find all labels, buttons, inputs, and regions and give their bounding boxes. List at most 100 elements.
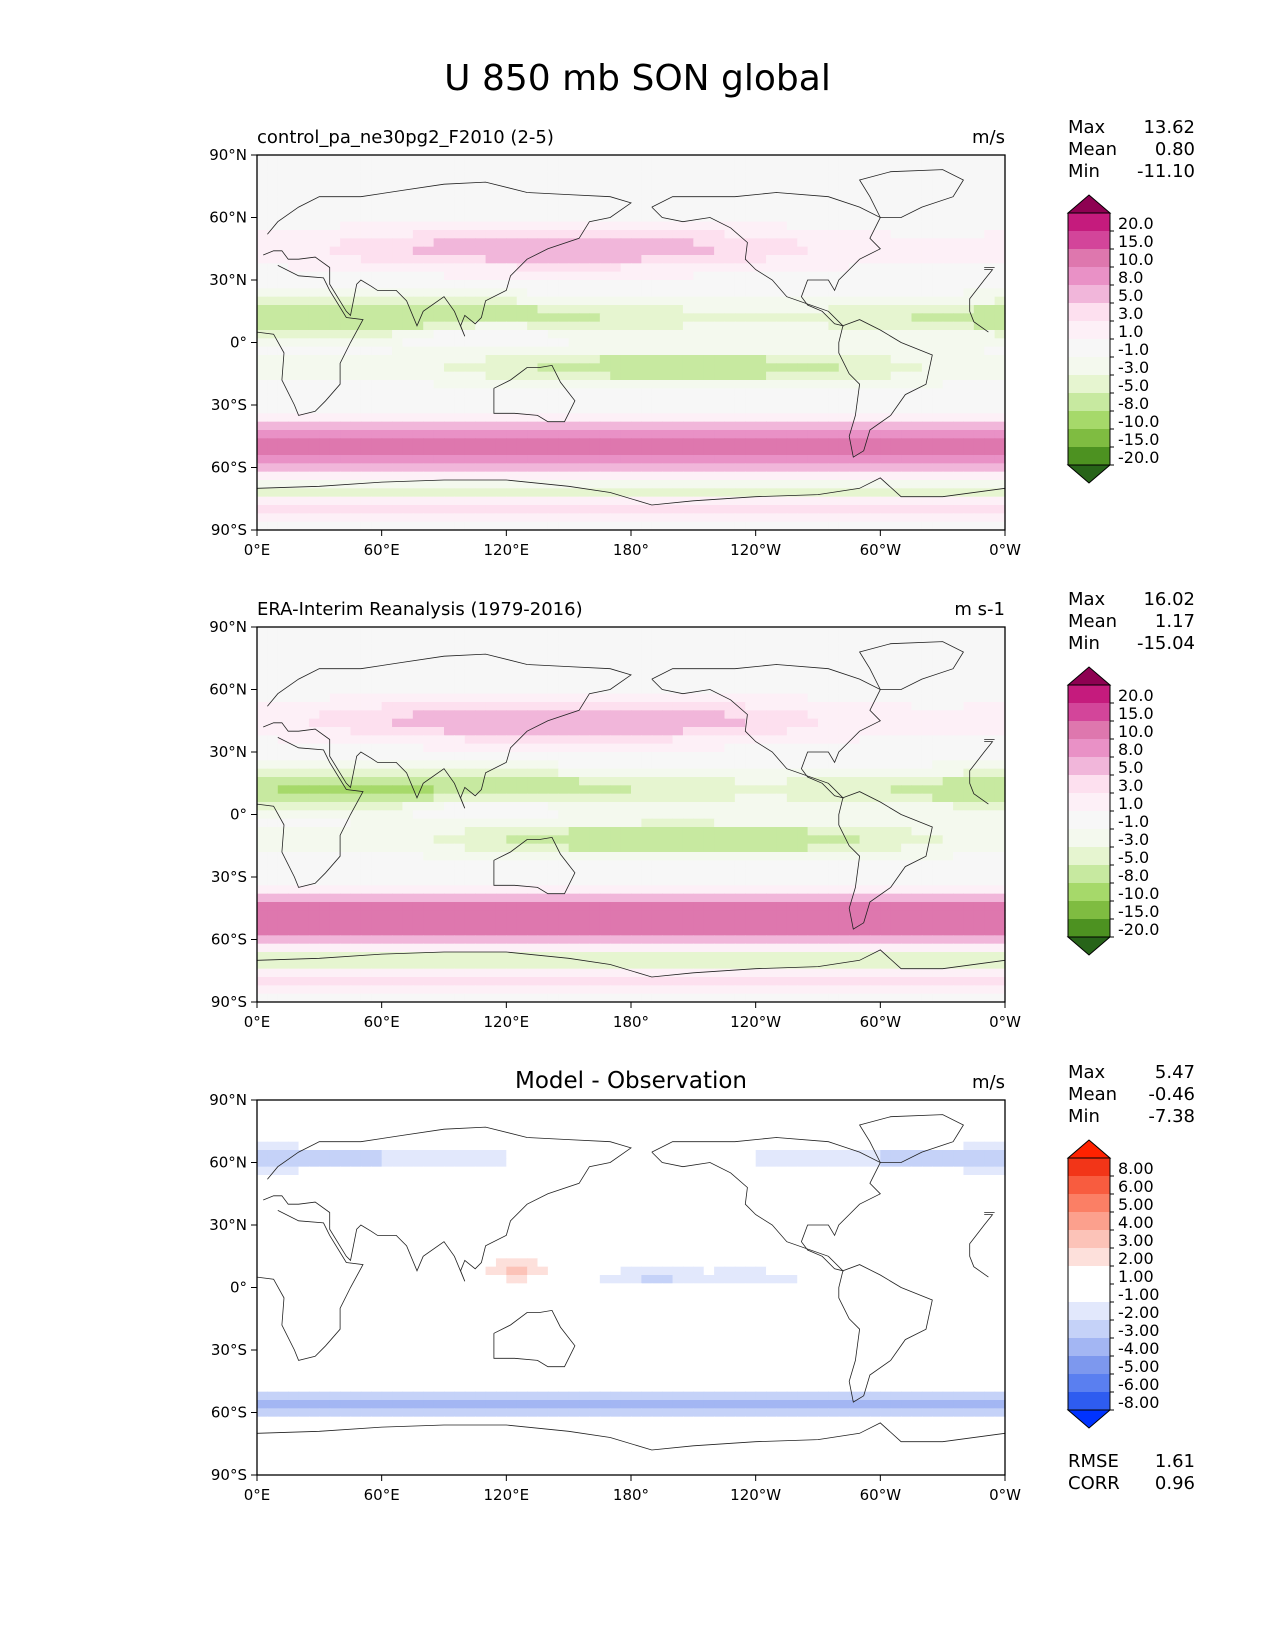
field-cell [610,668,622,678]
field-cell [963,685,975,695]
field-cell [381,430,393,439]
field-cell [444,280,455,289]
field-cell [901,296,913,306]
field-cell [807,760,819,770]
field-cell [734,685,746,695]
field-cell [371,288,383,298]
field-cell [308,455,320,464]
field-cell [745,371,757,381]
field-cell [745,438,757,448]
field-cell [953,280,965,289]
field-cell [953,668,965,678]
field-cell [298,505,310,514]
field-cell [994,221,1006,231]
field-cell [766,355,778,364]
field-cell [506,455,518,464]
field-cell [568,221,580,231]
field-cell [568,321,580,331]
field-cell [527,685,539,695]
field-cell [485,785,497,795]
field-cell [308,288,320,298]
field-cell [994,438,1006,448]
field-cell [527,668,539,678]
field-cell [973,463,985,473]
field-cell [610,288,622,298]
field-cell [828,171,840,181]
field-cell [257,405,268,414]
field-cell [651,446,663,456]
field-cell [651,802,663,811]
field-cell [849,627,861,636]
field-cell [984,330,996,339]
field-cell [589,346,601,356]
field-cell [807,777,819,786]
field-cell [381,396,393,406]
field-cell [880,438,892,448]
field-cell [475,455,487,464]
field-cell [267,263,279,273]
field-cell [568,710,580,720]
field-cell [776,288,788,298]
field-cell [589,238,601,248]
field-cell [537,421,549,431]
field-cell [672,388,684,398]
field-cell [350,296,362,306]
field-cell [558,271,570,281]
field-cell [973,305,985,314]
field-cell [350,330,362,339]
field-cell [641,430,653,439]
field-cell [308,405,320,414]
field-cell [527,246,539,256]
field-cell [475,346,487,356]
field-cell [724,421,736,431]
field-cell [797,480,809,489]
field-cell [340,163,352,173]
field-cell [329,330,341,339]
field-cell [360,660,372,670]
field-cell [402,438,414,448]
field-cell [599,405,611,414]
field-cell [589,371,601,381]
field-cell [454,346,466,356]
field-cell [579,802,591,811]
field-cell [921,627,933,636]
field-cell [610,355,622,364]
field-cell [953,371,965,381]
field-cell [412,405,424,414]
field-cell [838,171,850,181]
field-cell [942,330,954,339]
field-cell [921,155,933,164]
field-cell [641,371,653,381]
field-cell [641,388,653,398]
field-cell [651,793,663,803]
field-cell [319,785,331,795]
field-cell [776,785,788,795]
field-cell [506,155,518,164]
field-cell [651,702,663,711]
x-tick-label: 60°E [364,541,400,559]
field-cell [579,685,591,695]
field-cell [703,521,715,531]
field-cell [610,735,622,745]
field-cell [371,513,383,523]
field-cell [599,380,611,389]
field-cell [682,785,694,795]
field-cell [641,521,653,531]
field-cell [319,313,331,323]
field-cell [329,205,341,214]
field-cell [932,155,944,164]
field-cell [340,246,352,256]
field-cell [527,155,539,164]
field-cell [350,238,362,248]
field-cell [932,513,944,523]
field-cell [547,643,559,653]
field-cell [537,685,549,695]
field-cell [298,471,310,481]
field-cell [682,288,694,298]
field-cell [444,685,455,695]
field-cell [672,313,684,323]
field-cell [423,496,435,506]
field-cell [495,338,507,348]
field-cell [454,496,466,506]
field-cell [631,171,642,181]
